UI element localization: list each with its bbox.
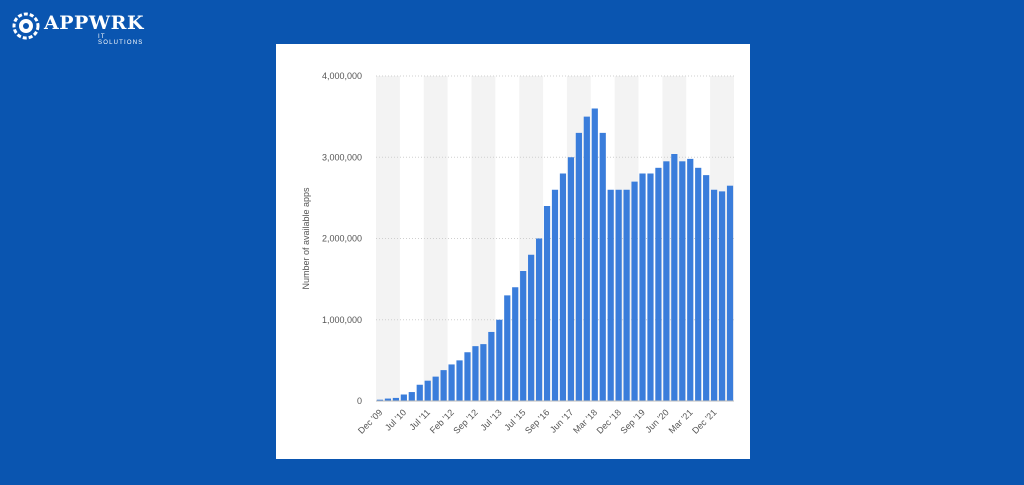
x-tick-label: Sep '19 (618, 407, 646, 435)
bar (416, 384, 423, 401)
bar (384, 398, 392, 401)
bar (543, 206, 551, 401)
bar (528, 254, 535, 401)
bar (647, 173, 654, 401)
bar (504, 295, 511, 401)
x-tick-label: Dec '18 (595, 407, 623, 435)
x-tick-label: Feb '12 (428, 407, 456, 435)
x-tick-label: Mar '21 (667, 407, 695, 435)
bar (663, 161, 670, 401)
bar (639, 173, 646, 401)
y-tick-label: 0 (357, 396, 362, 406)
bar (559, 173, 567, 401)
x-tick-label: Jun '20 (643, 407, 670, 434)
y-tick-label: 3,000,000 (322, 152, 362, 162)
bar (655, 167, 662, 401)
bar (567, 157, 575, 401)
bar-chart: 0 1,000,000 2,000,000 3,000,000 4,000,000 Num… (301, 71, 734, 436)
bar (687, 158, 694, 401)
bar (424, 380, 431, 401)
bar (376, 399, 384, 401)
bar (440, 370, 447, 401)
x-tick-label: Jul '13 (478, 407, 503, 432)
brand-logo: APPWRK IT SOLUTIONS (12, 8, 152, 46)
brand-tagline: IT SOLUTIONS (98, 34, 144, 46)
bar (695, 167, 702, 401)
x-tick-label: Dec '09 (356, 407, 384, 435)
x-tick-label: Sep '12 (451, 407, 479, 435)
bar (464, 352, 471, 401)
bar (615, 189, 622, 401)
bar (718, 191, 726, 401)
bar (432, 376, 439, 401)
x-tick-label: Sep '16 (523, 407, 551, 435)
bar (488, 331, 495, 401)
chart-card: 0 1,000,000 2,000,000 3,000,000 4,000,000 Num… (276, 44, 750, 459)
bar (551, 189, 559, 401)
bar (623, 189, 630, 401)
bar (472, 346, 479, 401)
y-tick-label: 2,000,000 (322, 234, 362, 244)
bar (535, 238, 543, 401)
x-tick-label: Dec '21 (690, 407, 718, 435)
bar (480, 344, 487, 401)
y-tick-label: 1,000,000 (322, 315, 362, 325)
bar (591, 108, 598, 401)
x-tick-label: Mar '18 (571, 407, 599, 435)
y-axis-label: Number of available apps (301, 187, 311, 290)
plot-stripe (423, 76, 448, 401)
bar (607, 189, 614, 401)
bar (631, 181, 638, 401)
plot-stripe (376, 76, 400, 401)
bar (456, 360, 463, 401)
bar (599, 132, 606, 401)
bar (711, 189, 718, 401)
bar (400, 394, 407, 401)
gear-logo-icon (12, 12, 40, 40)
x-tick-label: Jul '10 (383, 407, 408, 432)
x-tick-label: Jun '17 (548, 407, 575, 434)
bar (448, 364, 455, 401)
plot-stripe (471, 76, 496, 401)
bar (408, 392, 415, 401)
bar (679, 161, 686, 401)
bar (392, 397, 399, 401)
bar (575, 132, 582, 401)
bar (520, 271, 527, 401)
bar (512, 287, 519, 401)
y-tick-label: 4,000,000 (322, 71, 362, 81)
brand-name: APPWRK (44, 12, 144, 34)
bar (726, 185, 734, 401)
bar (671, 154, 678, 401)
bar (703, 175, 710, 401)
bar (583, 116, 590, 401)
bar (496, 319, 503, 401)
